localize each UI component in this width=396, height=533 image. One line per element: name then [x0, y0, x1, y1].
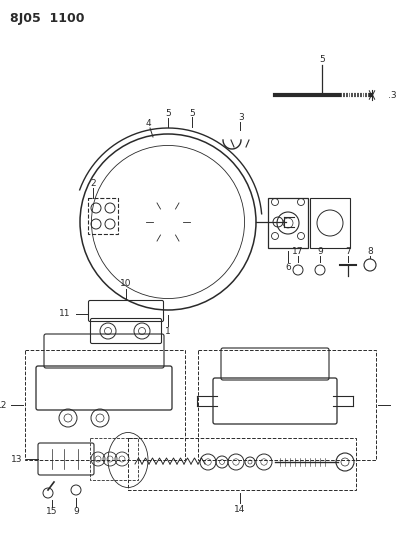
- Text: 9: 9: [317, 247, 323, 256]
- Text: 9: 9: [73, 507, 79, 516]
- Text: 4: 4: [145, 119, 151, 128]
- Bar: [88, 198, 118, 234]
- Bar: [25, 350, 185, 460]
- Text: 13: 13: [11, 455, 22, 464]
- Text: 8J05  1100: 8J05 1100: [10, 12, 84, 25]
- Text: 11: 11: [59, 310, 70, 319]
- Text: 6: 6: [285, 262, 291, 271]
- Bar: [268, 198, 308, 248]
- Text: 10: 10: [120, 279, 132, 288]
- Text: 5: 5: [165, 109, 171, 117]
- Text: 17: 17: [292, 247, 304, 256]
- Text: 8: 8: [367, 247, 373, 256]
- Text: 15: 15: [46, 507, 58, 516]
- Bar: [128, 438, 356, 490]
- Text: 7: 7: [345, 247, 351, 256]
- Text: .343": .343": [388, 91, 396, 100]
- Text: 2: 2: [90, 179, 96, 188]
- Bar: [198, 350, 376, 460]
- Bar: [310, 198, 350, 248]
- Bar: [90, 438, 138, 480]
- Text: 14: 14: [234, 505, 246, 513]
- Text: 12: 12: [0, 400, 7, 409]
- Text: 3: 3: [238, 114, 244, 123]
- Text: 5: 5: [189, 109, 195, 117]
- Text: 5: 5: [319, 54, 325, 63]
- Text: 1: 1: [165, 327, 171, 336]
